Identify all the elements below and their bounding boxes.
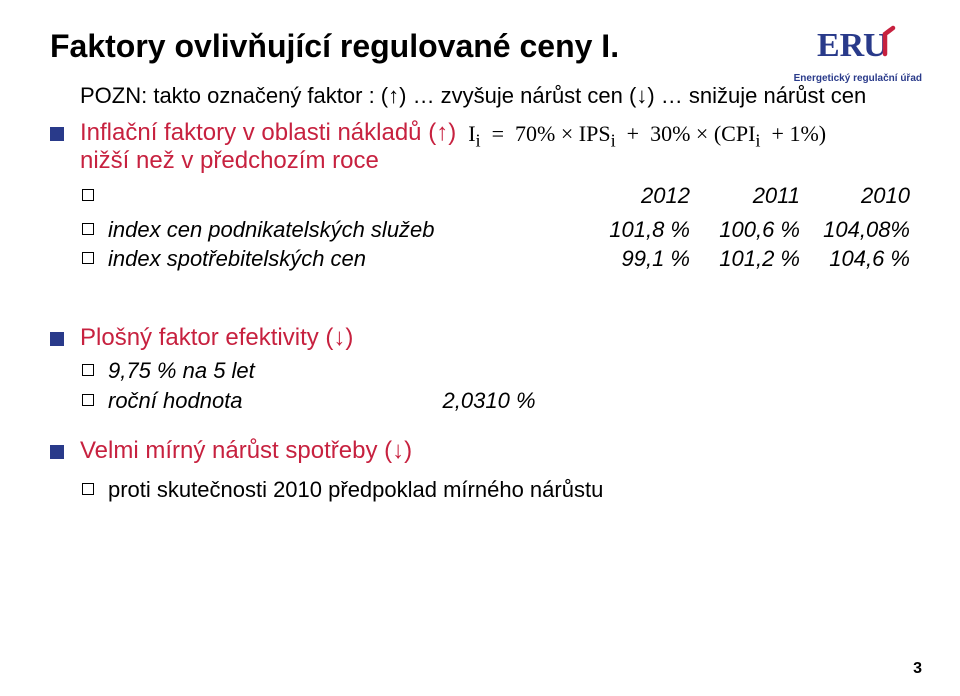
year-header: 2012 2011 2010 [598, 181, 910, 211]
bullet-spotreba: Velmi mírný nárůst spotřeby (↓) proti sk… [50, 437, 910, 505]
formula: Ii = 70% × IPSi + 30% × (CPIi + 1%) [468, 121, 826, 151]
spotreba-sub: proti skutečnosti 2010 předpoklad mírnéh… [80, 475, 910, 505]
page-number: 3 [913, 660, 922, 678]
logo: ER U Energetický regulační úřad [794, 24, 922, 84]
eru-logo-icon: ER U [817, 24, 899, 66]
bullet-inflation: Inflační faktory v oblasti nákladů (↑) n… [50, 119, 910, 274]
bullet-plosny: Plošný faktor efektivity (↓) 9,75 % na 5… [50, 324, 910, 415]
page-title: Faktory ovlivňující regulované ceny I. [50, 28, 910, 65]
row-index-podnik: index cen podnikatelských služeb 101,8 %… [80, 215, 910, 245]
note-line: POZN: takto označený faktor : (↑) … zvyš… [50, 83, 910, 109]
plosny-sub2: roční hodnota 2,0310 % [80, 386, 910, 416]
svg-text:ER: ER [817, 27, 865, 64]
plosny-sub1: 9,75 % na 5 let [80, 356, 910, 386]
logo-caption: Energetický regulační úřad [794, 73, 922, 84]
row-index-spotreb: index spotřebitelských cen 99,1 % 101,2 … [80, 244, 910, 274]
